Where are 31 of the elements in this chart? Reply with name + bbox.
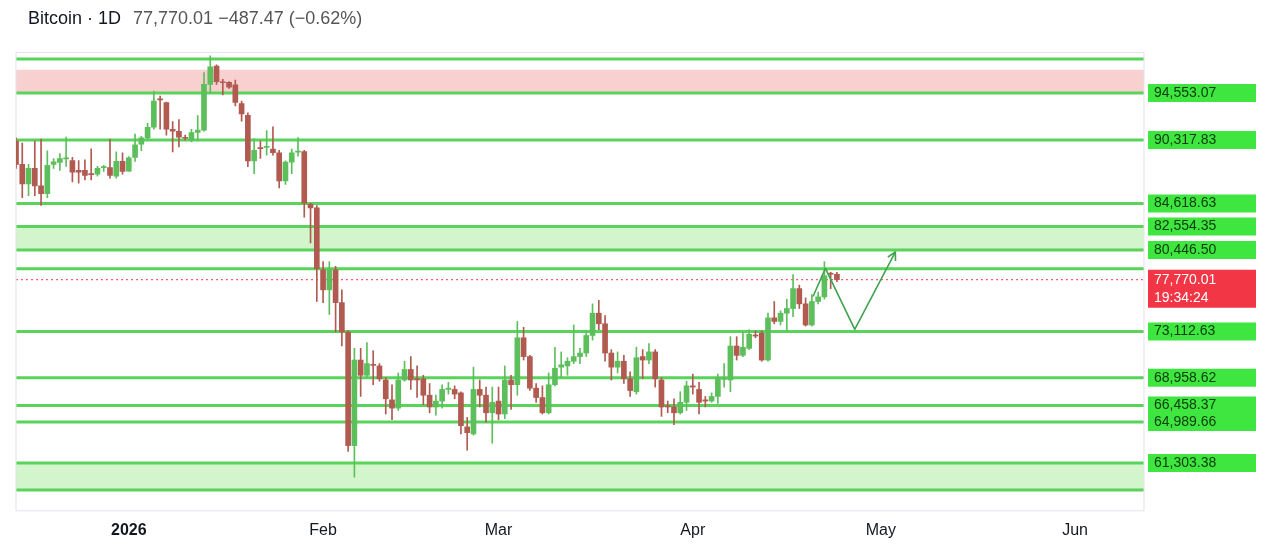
candlestick (389, 384, 395, 421)
y-tick-label: 80,446.50 (1154, 240, 1217, 257)
chart-subtitle: 77,770.01 −487.47 (−0.62%) (133, 8, 363, 28)
x-tick-label: Apr (680, 520, 706, 538)
candlestick (464, 417, 471, 451)
candlestick (107, 138, 113, 179)
x-tick-label: Mar (484, 520, 513, 538)
y-tick-label: 94,553.07 (1154, 83, 1217, 100)
ref-line-label: 77,770.01 (1154, 270, 1217, 287)
candlestick (771, 301, 778, 325)
x-tick-label: 2026 (111, 520, 147, 538)
chart-title: Bitcoin · 1D (28, 8, 122, 28)
candlestick (100, 164, 107, 172)
candlestick (370, 350, 377, 386)
candlestick (157, 95, 163, 130)
candlestick (508, 374, 514, 410)
x-tick-label: May (865, 520, 896, 538)
candlestick (38, 138, 44, 206)
y-tick-label: 64,989.66 (1154, 412, 1217, 429)
y-tick-label: 73,112.63 (1154, 322, 1216, 339)
y-tick-label: 82,554.35 (1154, 217, 1217, 234)
candlestick (671, 398, 677, 425)
candlestick (489, 386, 496, 444)
y-tick-label: 84,618.63 (1154, 194, 1217, 211)
y-tick-label: 61,303.38 (1154, 453, 1217, 470)
text: 19:34:24 (1154, 288, 1209, 305)
y-tick-label: 68,958.62 (1154, 368, 1217, 385)
x-tick-label: Feb (309, 520, 337, 538)
y-tick-label: 66,458.37 (1154, 396, 1217, 413)
y-tick-label: 90,317.83 (1154, 130, 1217, 147)
x-tick-label: Jun (1062, 520, 1088, 538)
